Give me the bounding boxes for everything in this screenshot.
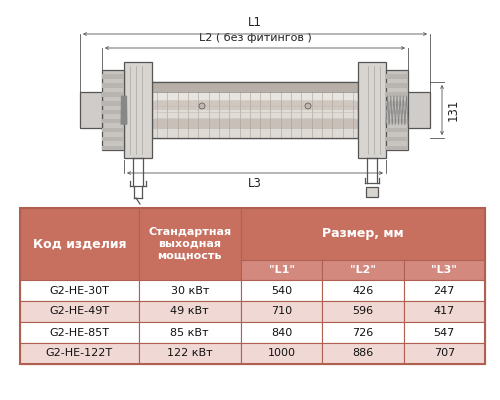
Text: 596: 596 <box>352 306 374 316</box>
Bar <box>138 208 241 280</box>
Text: 426: 426 <box>352 286 374 296</box>
Bar <box>241 260 322 280</box>
Text: 30 кВт: 30 кВт <box>170 286 209 296</box>
Bar <box>386 146 408 150</box>
Bar <box>152 82 358 91</box>
Bar <box>322 301 404 322</box>
Text: 886: 886 <box>352 348 374 358</box>
Bar <box>386 137 408 141</box>
Bar <box>386 70 408 150</box>
Text: 710: 710 <box>271 306 292 316</box>
Text: 131: 131 <box>447 99 460 121</box>
Bar <box>241 280 322 301</box>
Bar <box>20 280 138 301</box>
Circle shape <box>199 103 205 109</box>
Bar <box>386 74 408 79</box>
Text: "L3": "L3" <box>432 265 457 275</box>
Bar <box>241 322 322 343</box>
Text: L3: L3 <box>248 177 262 190</box>
Bar <box>20 208 485 364</box>
Bar <box>152 110 358 119</box>
Text: "L1": "L1" <box>268 265 294 275</box>
Text: 726: 726 <box>352 328 374 338</box>
Bar <box>152 129 358 138</box>
Text: 247: 247 <box>434 286 455 296</box>
Text: "L2": "L2" <box>350 265 376 275</box>
Bar <box>102 128 124 132</box>
Bar <box>386 128 408 132</box>
Bar <box>408 92 430 128</box>
Bar <box>102 101 124 106</box>
Bar <box>241 208 485 260</box>
Bar <box>241 301 322 322</box>
Bar <box>386 92 408 97</box>
Bar <box>20 322 138 343</box>
Bar <box>386 110 408 114</box>
Text: 540: 540 <box>271 286 292 296</box>
Bar <box>102 92 124 97</box>
Bar <box>404 322 485 343</box>
Bar <box>404 260 485 280</box>
Circle shape <box>305 103 311 109</box>
Bar <box>102 146 124 150</box>
Text: L1: L1 <box>248 16 262 29</box>
Bar <box>138 322 241 343</box>
Bar <box>102 110 124 114</box>
Text: 417: 417 <box>434 306 455 316</box>
Bar <box>366 187 378 197</box>
Bar <box>152 91 358 101</box>
Bar <box>80 92 102 128</box>
Text: Стандартная
выходная
мощность: Стандартная выходная мощность <box>148 227 232 261</box>
Bar <box>20 301 138 322</box>
Bar <box>102 137 124 141</box>
Bar <box>20 343 138 364</box>
Text: 1000: 1000 <box>268 348 295 358</box>
Text: 547: 547 <box>434 328 455 338</box>
Bar <box>404 280 485 301</box>
Text: G2-HE-85T: G2-HE-85T <box>50 328 110 338</box>
Bar <box>358 62 386 158</box>
Bar <box>322 322 404 343</box>
Bar <box>404 343 485 364</box>
Bar <box>152 119 358 129</box>
Bar <box>386 119 408 123</box>
Text: 122 кВт: 122 кВт <box>167 348 212 358</box>
Bar <box>20 208 138 280</box>
Text: 707: 707 <box>434 348 455 358</box>
Bar <box>102 70 124 150</box>
Bar <box>102 119 124 123</box>
Bar <box>322 260 404 280</box>
Bar <box>386 101 408 106</box>
Text: Размер, мм: Размер, мм <box>322 228 404 240</box>
Text: 49 кВт: 49 кВт <box>170 306 209 316</box>
Text: 85 кВт: 85 кВт <box>170 328 209 338</box>
Bar <box>124 62 152 158</box>
Bar <box>138 280 241 301</box>
Text: 840: 840 <box>271 328 292 338</box>
Bar <box>322 280 404 301</box>
Bar <box>152 101 358 110</box>
Bar <box>138 343 241 364</box>
Text: G2-HE-122T: G2-HE-122T <box>46 348 113 358</box>
Text: G2-HE-30T: G2-HE-30T <box>50 286 109 296</box>
Bar <box>102 74 124 79</box>
Text: L2 ( без фитингов ): L2 ( без фитингов ) <box>198 33 312 43</box>
Bar <box>138 301 241 322</box>
Text: G2-HE-49T: G2-HE-49T <box>49 306 110 316</box>
Bar <box>241 343 322 364</box>
Bar <box>404 301 485 322</box>
Bar <box>102 83 124 88</box>
Bar <box>152 82 358 92</box>
Bar <box>322 343 404 364</box>
Text: Код изделия: Код изделия <box>32 238 126 250</box>
Bar <box>152 82 358 138</box>
Bar <box>386 83 408 88</box>
